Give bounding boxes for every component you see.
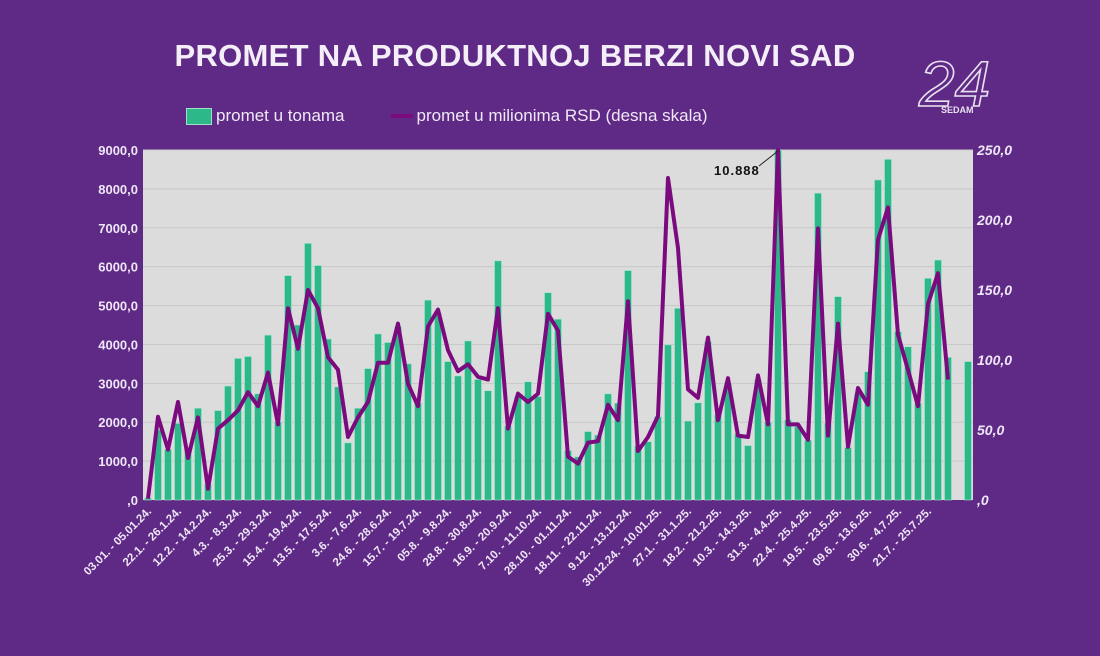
bar [324, 338, 332, 501]
bar [894, 331, 902, 501]
bar [734, 433, 742, 501]
bar [164, 449, 172, 501]
bar [924, 278, 932, 501]
legend-swatch-line [390, 114, 413, 118]
svg-text:24: 24 [918, 48, 990, 118]
bar [224, 385, 232, 501]
svg-text:SEDAM: SEDAM [941, 105, 974, 115]
left-tick-label: 5000,0 [98, 299, 138, 314]
bar [664, 344, 672, 501]
left-tick-label: 6000,0 [98, 260, 138, 275]
legend-label-tonnes: promet u tonama [216, 106, 345, 125]
bar [914, 402, 922, 501]
legend-label-rsd: promet u milionima RSD (desna skala) [416, 106, 708, 125]
bar [844, 447, 852, 501]
bar [494, 260, 502, 501]
bar [834, 296, 842, 501]
bar [264, 334, 272, 501]
legend: promet u tonama promet u milionima RSD (… [186, 106, 754, 126]
chart-title: PROMET NA PRODUKTNOJ BERZI NOVI SAD [174, 38, 856, 73]
bar [374, 333, 382, 501]
bar [364, 368, 372, 501]
bar [274, 421, 282, 501]
bar [944, 356, 952, 501]
bar [584, 431, 592, 501]
bar [674, 307, 682, 501]
bar [684, 420, 692, 501]
left-tick-label: 9000,0 [98, 143, 138, 158]
right-tick-label: 150,0 [977, 282, 1012, 298]
right-tick-label: 100,0 [977, 352, 1012, 368]
bar [334, 386, 342, 501]
bar [814, 192, 822, 501]
left-tick-label: 4000,0 [98, 337, 138, 352]
bar [604, 393, 612, 501]
right-tick-label: 50,0 [977, 422, 1004, 438]
bar [414, 402, 422, 501]
right-tick-label: ,0 [976, 492, 989, 508]
bar [484, 390, 492, 501]
bar [424, 299, 432, 501]
right-tick-label: 250,0 [976, 142, 1012, 158]
bar [744, 445, 752, 501]
left-tick-label: 1000,0 [98, 454, 138, 469]
legend-item-rsd: promet u milionima RSD (desna skala) [390, 106, 708, 126]
sedam24-logo: 24 SEDAM [917, 48, 991, 118]
bar [354, 407, 362, 501]
bar [934, 259, 942, 501]
bar [554, 318, 562, 501]
bar [594, 434, 602, 501]
bar [514, 396, 522, 501]
bar [174, 423, 182, 501]
bar [654, 416, 662, 501]
bar [864, 371, 872, 501]
bar [524, 381, 532, 501]
rsd-line [146, 148, 950, 499]
left-tick-label: 8000,0 [98, 182, 138, 197]
bar [904, 346, 912, 501]
right-tick-label: 200,0 [976, 212, 1012, 228]
bar [464, 340, 472, 501]
bar [454, 375, 462, 501]
bar [644, 441, 652, 501]
left-tick-label: 3000,0 [98, 376, 138, 391]
bar [314, 265, 322, 501]
bar [444, 361, 452, 501]
bar [254, 393, 262, 501]
bar [434, 313, 442, 501]
bar [404, 363, 412, 501]
bar [504, 425, 512, 501]
bar [884, 159, 892, 501]
annotation-label: 10.888 [714, 163, 760, 178]
bar [534, 396, 542, 501]
bar [804, 439, 812, 501]
bar [244, 356, 252, 501]
left-tick-label: ,0 [127, 493, 138, 508]
bar [344, 442, 352, 501]
bar [634, 445, 642, 501]
bar [574, 456, 582, 501]
bar [474, 379, 482, 501]
bar [624, 270, 632, 501]
bar [764, 421, 772, 501]
bar [384, 342, 392, 501]
bar [304, 243, 312, 501]
bar [964, 361, 972, 501]
bar [694, 402, 702, 501]
left-tick-label: 2000,0 [98, 415, 138, 430]
bar [234, 358, 242, 501]
legend-swatch-bar [186, 107, 212, 125]
legend-item-tonnes: promet u tonama [186, 106, 345, 126]
bar [714, 414, 722, 501]
bar [294, 324, 302, 501]
bar [394, 326, 402, 501]
bar [544, 292, 552, 501]
bar [284, 275, 292, 501]
annotation-leader [758, 150, 779, 167]
bar [794, 426, 802, 501]
left-tick-label: 7000,0 [98, 221, 138, 236]
bar [784, 419, 792, 501]
bar [874, 179, 882, 501]
